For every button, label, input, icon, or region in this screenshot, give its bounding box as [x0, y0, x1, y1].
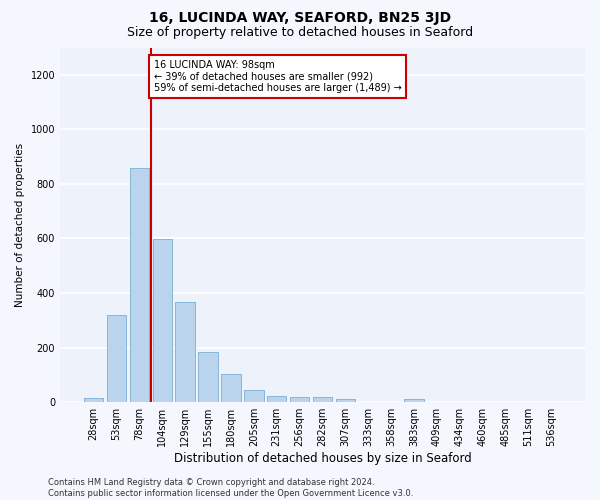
Bar [152, 239, 172, 402]
Text: Contains HM Land Registry data © Crown copyright and database right 2024.
Contai: Contains HM Land Registry data © Crown c… [48, 478, 413, 498]
Bar [244, 390, 263, 402]
Y-axis label: Number of detached properties: Number of detached properties [15, 143, 25, 307]
Bar [84, 398, 103, 402]
Bar [335, 400, 355, 402]
X-axis label: Distribution of detached houses by size in Seaford: Distribution of detached houses by size … [173, 452, 472, 465]
Bar [107, 316, 126, 402]
Bar [290, 398, 310, 402]
Text: 16, LUCINDA WAY, SEAFORD, BN25 3JD: 16, LUCINDA WAY, SEAFORD, BN25 3JD [149, 11, 451, 25]
Bar [199, 352, 218, 402]
Text: Size of property relative to detached houses in Seaford: Size of property relative to detached ho… [127, 26, 473, 39]
Bar [404, 398, 424, 402]
Text: 16 LUCINDA WAY: 98sqm
← 39% of detached houses are smaller (992)
59% of semi-det: 16 LUCINDA WAY: 98sqm ← 39% of detached … [154, 60, 401, 93]
Bar [175, 302, 195, 402]
Bar [267, 396, 286, 402]
Bar [130, 168, 149, 402]
Bar [313, 397, 332, 402]
Bar [221, 374, 241, 402]
